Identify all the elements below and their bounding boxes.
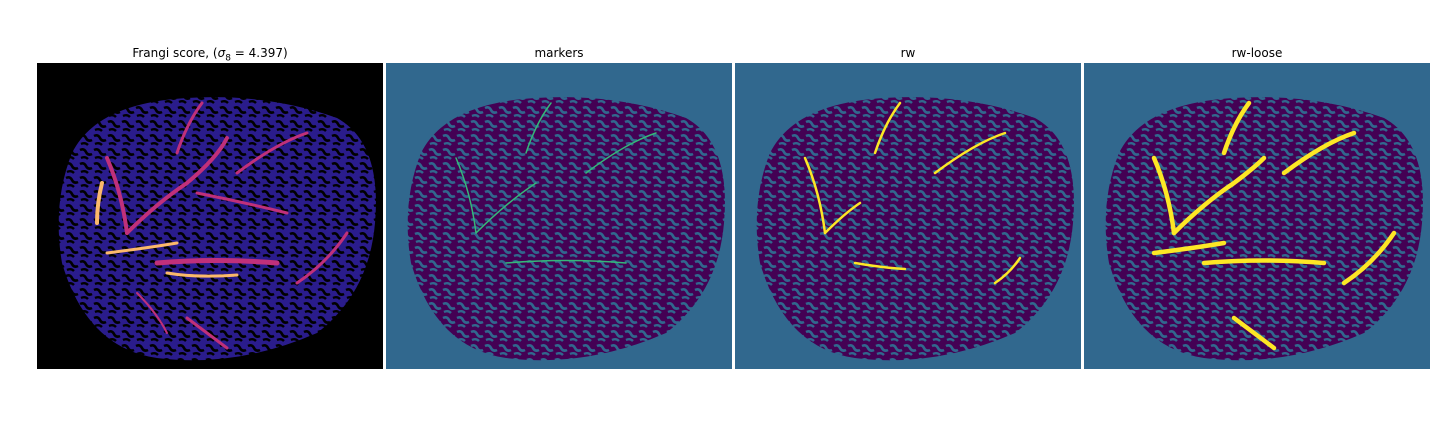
rw-loose-panel-title: rw-loose [1231, 46, 1283, 60]
frangi-panel-title: Frangi score, (σ8 = 4.397) [132, 46, 288, 64]
rw-loose-panel: rw-loose [1084, 44, 1430, 369]
rw-loose-image [1084, 63, 1430, 369]
markers-panel: markers [386, 44, 732, 369]
frangi-panel: Frangi score, (σ8 = 4.397) [37, 44, 383, 369]
markers-blob [407, 97, 725, 361]
rw-panel-title: rw [900, 46, 916, 60]
markers-panel-title: markers [534, 46, 584, 60]
rw-loose-blob [1105, 97, 1423, 361]
rw-panel: rw [735, 44, 1081, 369]
frangi-blob [58, 97, 376, 361]
markers-image [386, 63, 732, 369]
rw-image [735, 63, 1081, 369]
rw-blob [756, 97, 1074, 361]
frangi-image [37, 63, 383, 369]
